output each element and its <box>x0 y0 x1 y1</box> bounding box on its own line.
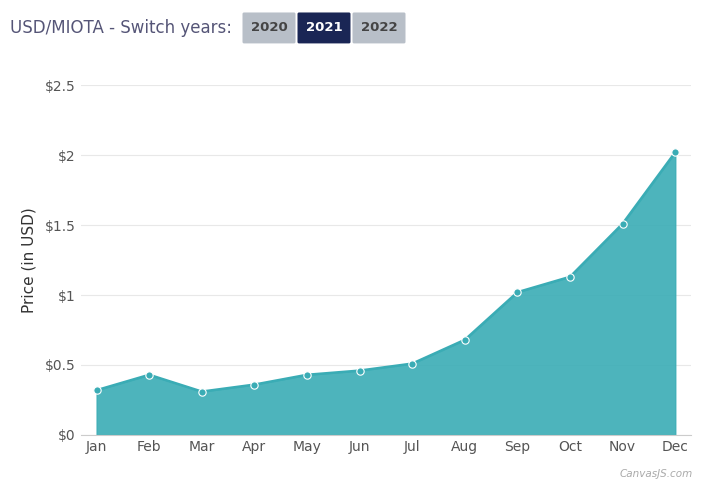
Text: USD/MIOTA - Switch years:: USD/MIOTA - Switch years: <box>10 19 232 37</box>
Point <box>302 371 313 379</box>
Text: 2020: 2020 <box>251 21 288 35</box>
FancyBboxPatch shape <box>352 13 406 43</box>
Point <box>196 388 207 396</box>
Point <box>406 360 418 367</box>
Point <box>249 381 260 388</box>
Point <box>91 386 102 394</box>
Point <box>617 220 628 227</box>
FancyBboxPatch shape <box>297 13 351 43</box>
Y-axis label: Price (in USD): Price (in USD) <box>22 207 37 313</box>
Point <box>143 371 155 379</box>
Text: 2022: 2022 <box>361 21 397 35</box>
Point <box>459 336 470 344</box>
Point <box>512 288 523 296</box>
Text: CanvasJS.com: CanvasJS.com <box>619 469 692 479</box>
Point <box>670 148 681 156</box>
Point <box>565 273 576 281</box>
Point <box>354 367 366 375</box>
Text: 2021: 2021 <box>306 21 342 35</box>
FancyBboxPatch shape <box>243 13 295 43</box>
